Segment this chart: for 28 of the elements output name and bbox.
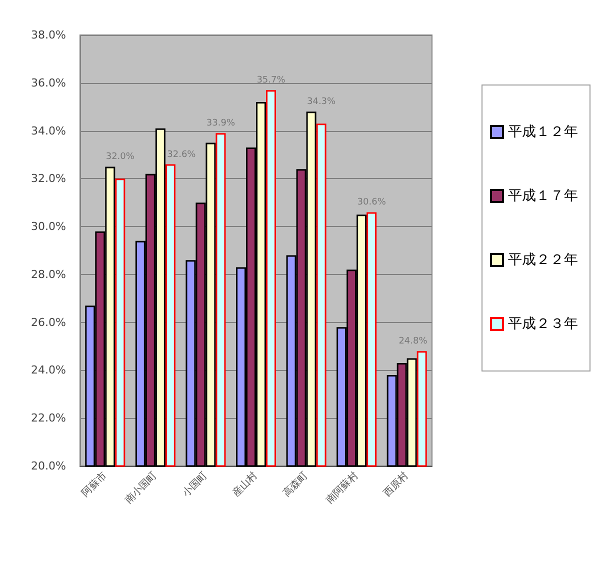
- legend-label: 平成１７年: [508, 188, 578, 204]
- y-tick-label: 36.0%: [31, 76, 66, 90]
- x-tick-label: 西原村: [381, 469, 411, 500]
- y-tick-label: 22.0%: [31, 412, 66, 425]
- x-tick-label: 阿蘇市: [79, 469, 110, 500]
- legend-label: 平成２２年: [508, 252, 578, 268]
- x-tick-label: 小国町: [180, 469, 210, 500]
- data-label: 32.0%: [106, 152, 135, 162]
- data-label: 32.6%: [167, 150, 196, 160]
- x-tick-label: 高森町: [280, 469, 310, 500]
- y-tick-label: 34.0%: [31, 124, 66, 138]
- y-tick-label: 30.0%: [31, 220, 66, 234]
- y-tick-label: 26.0%: [31, 316, 66, 329]
- x-tick-label: 南小国町: [122, 469, 160, 506]
- y-tick-label: 20.0%: [31, 460, 66, 472]
- x-tick-label: 南阿蘇村: [324, 469, 360, 506]
- data-label: 30.6%: [357, 198, 386, 208]
- data-label: 35.7%: [256, 76, 286, 86]
- y-tick-label: 38.0%: [31, 28, 66, 42]
- legend-label: 平成２３年: [508, 316, 578, 332]
- x-tick-label: 産山村: [230, 469, 260, 500]
- data-label: 34.3%: [306, 97, 336, 108]
- y-tick-label: 28.0%: [31, 268, 66, 281]
- data-label: 33.9%: [206, 118, 236, 129]
- legend-label: 平成１２年: [508, 124, 578, 140]
- data-label: 24.8%: [398, 336, 428, 347]
- y-tick-label: 32.0%: [31, 172, 66, 186]
- y-tick-label: 24.0%: [31, 364, 66, 377]
